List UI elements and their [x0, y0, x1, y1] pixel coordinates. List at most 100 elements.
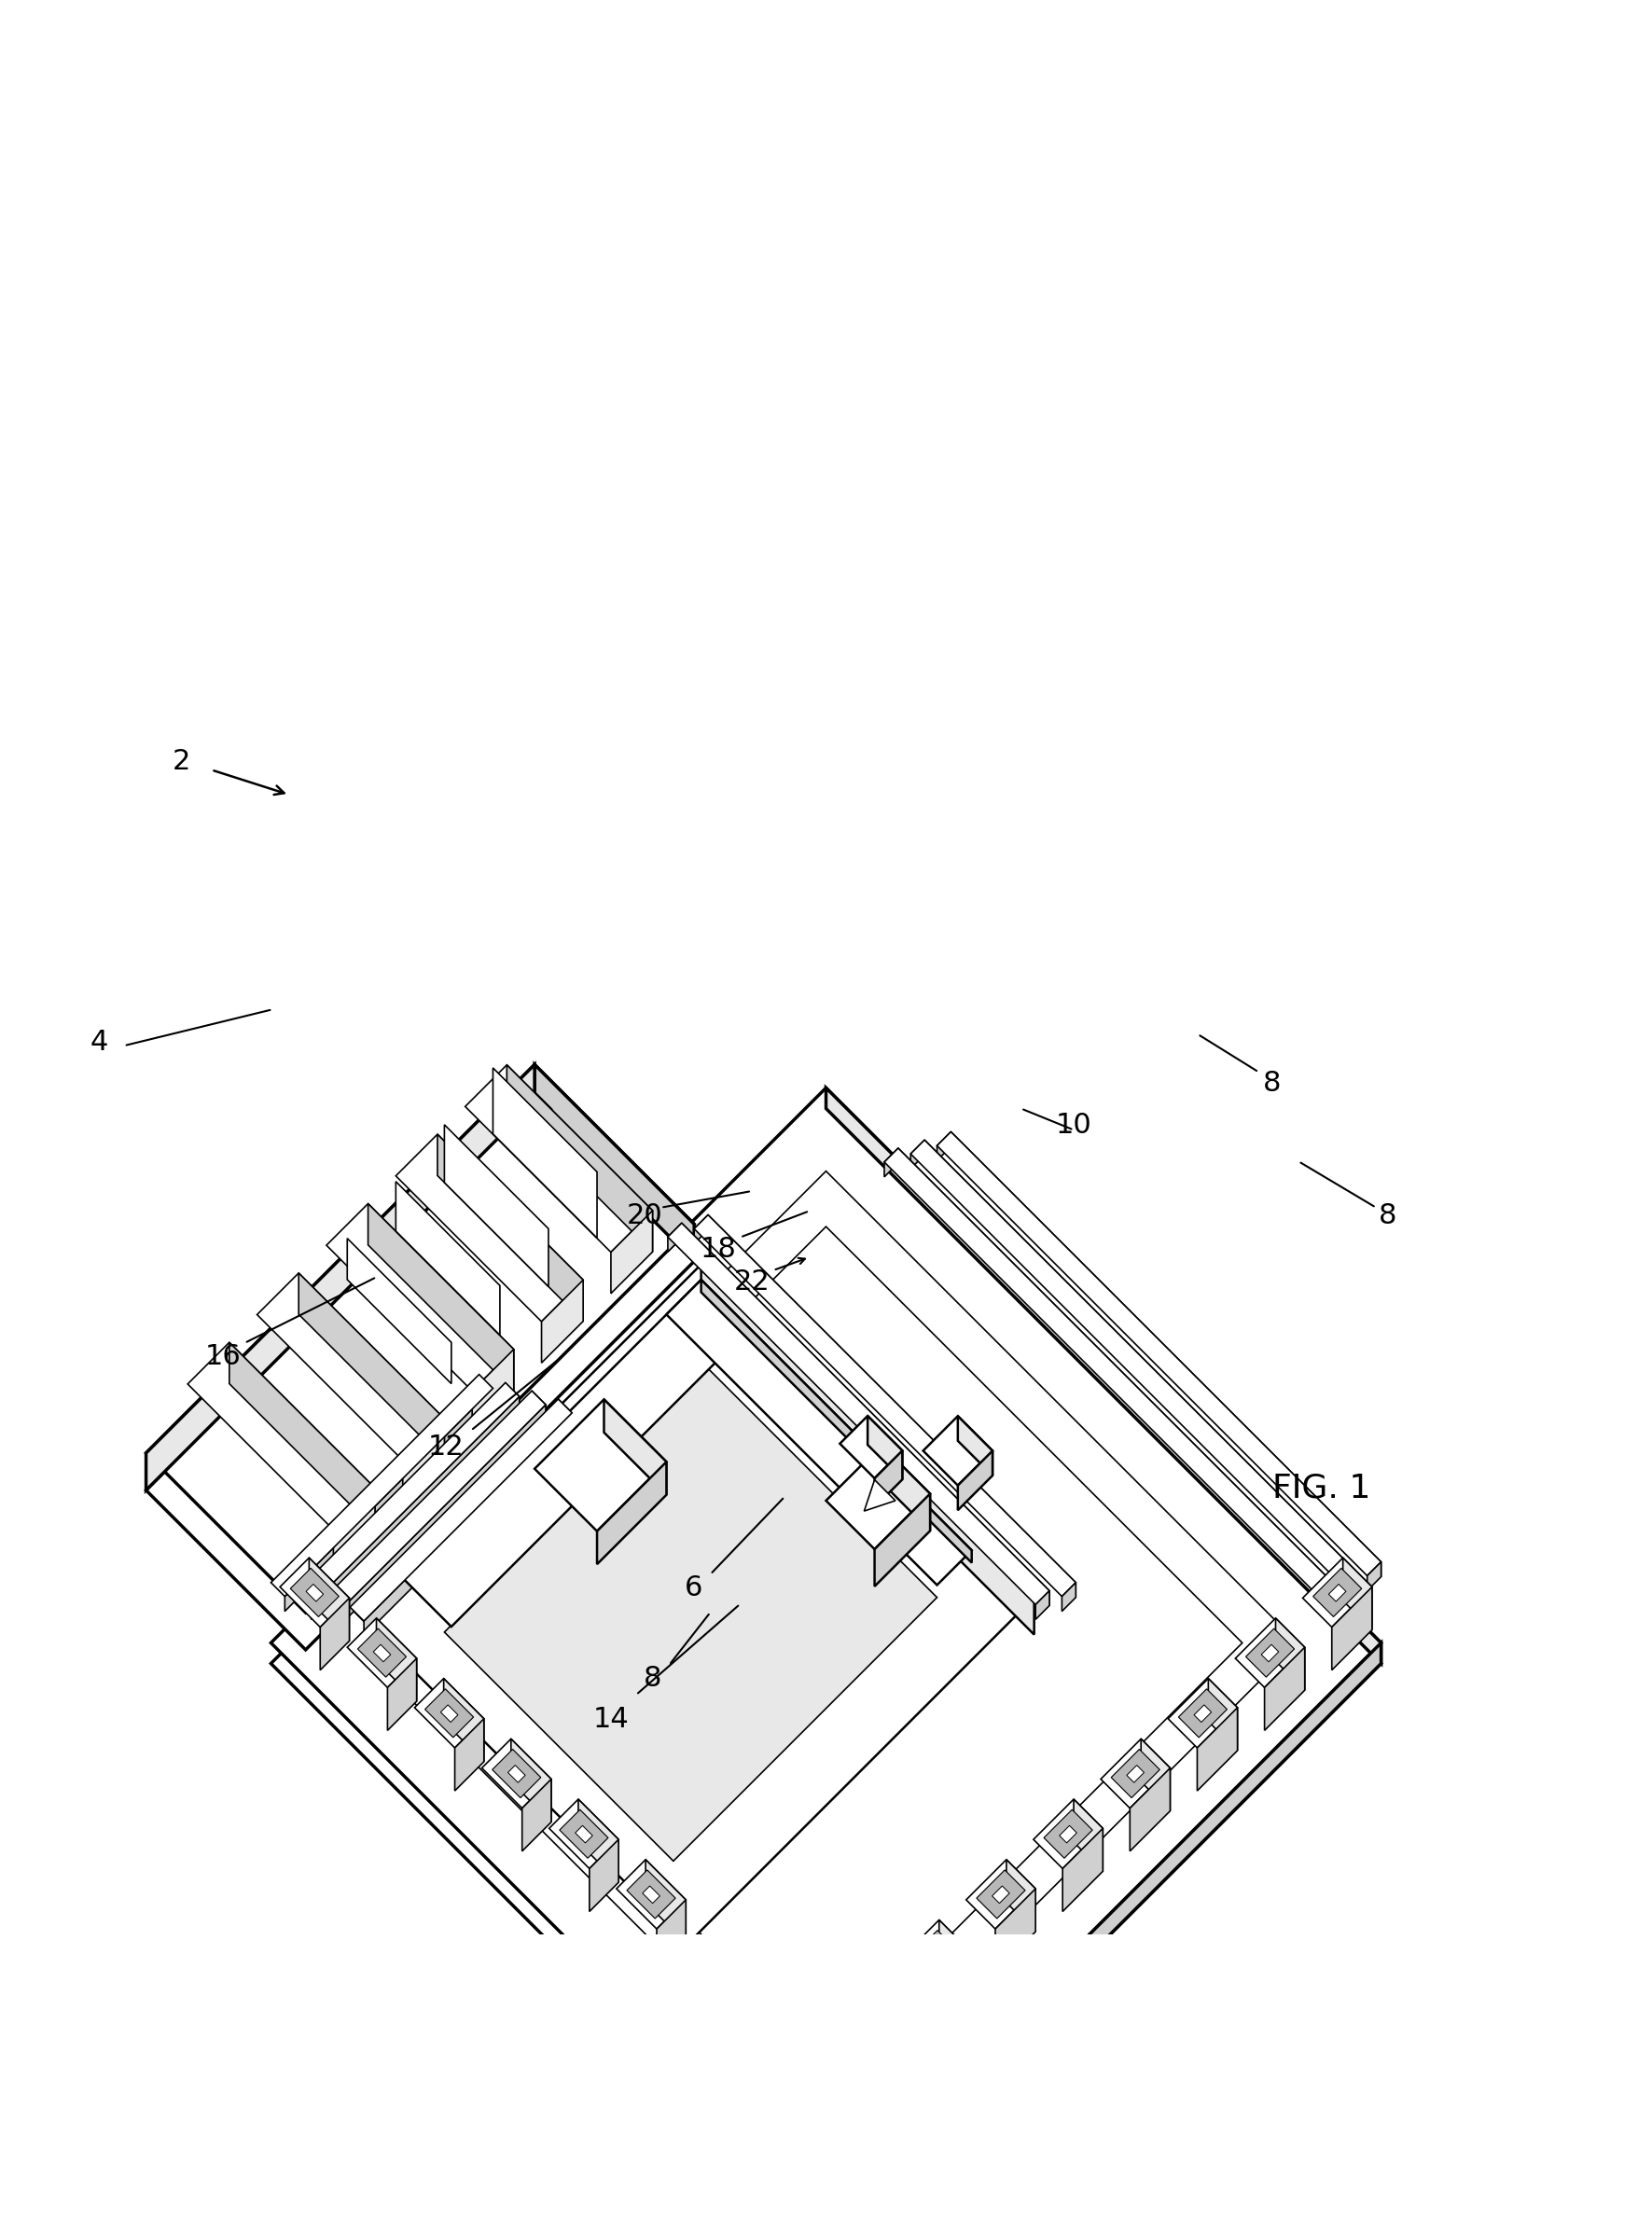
Polygon shape — [354, 1264, 1034, 1944]
Polygon shape — [700, 1279, 750, 1341]
Polygon shape — [1194, 1705, 1211, 1723]
Polygon shape — [1236, 1618, 1305, 1687]
Polygon shape — [1006, 1860, 1036, 1931]
Polygon shape — [575, 1825, 593, 1842]
Polygon shape — [1332, 1587, 1373, 1669]
Polygon shape — [910, 1140, 1355, 1583]
Polygon shape — [882, 1445, 930, 1532]
Polygon shape — [444, 1678, 484, 1763]
Polygon shape — [596, 1461, 666, 1565]
Polygon shape — [590, 1840, 618, 1911]
Polygon shape — [472, 1350, 514, 1432]
Polygon shape — [403, 1279, 750, 1627]
Polygon shape — [667, 1224, 1049, 1605]
Polygon shape — [482, 1738, 552, 1809]
Polygon shape — [284, 1388, 492, 1612]
Polygon shape — [884, 1148, 1328, 1592]
Polygon shape — [1246, 1629, 1294, 1676]
Polygon shape — [403, 1419, 444, 1501]
Text: 8: 8 — [1262, 1071, 1282, 1097]
Polygon shape — [857, 2006, 876, 2024]
Text: 8: 8 — [643, 1665, 662, 1692]
Polygon shape — [535, 1064, 694, 1261]
Polygon shape — [368, 1204, 514, 1390]
Polygon shape — [271, 1089, 1381, 2197]
Polygon shape — [700, 1279, 971, 1563]
Polygon shape — [657, 1900, 686, 1971]
Polygon shape — [327, 1204, 514, 1390]
Polygon shape — [357, 1629, 406, 1676]
Polygon shape — [861, 2009, 900, 2093]
Polygon shape — [1368, 1563, 1381, 1590]
Polygon shape — [337, 1406, 545, 1627]
Polygon shape — [700, 1264, 1034, 1634]
Polygon shape — [347, 1618, 416, 1687]
Polygon shape — [441, 1705, 458, 1723]
Polygon shape — [1044, 1809, 1092, 1858]
Polygon shape — [271, 1375, 492, 1596]
Polygon shape — [1262, 1645, 1279, 1663]
Polygon shape — [605, 1399, 666, 1494]
Polygon shape — [1074, 1800, 1104, 1871]
Polygon shape — [334, 1488, 375, 1572]
Polygon shape — [354, 1171, 1298, 2115]
Polygon shape — [320, 1598, 349, 1669]
Polygon shape — [444, 1368, 937, 1860]
Polygon shape — [1313, 1567, 1361, 1616]
Polygon shape — [1315, 1579, 1328, 1607]
Polygon shape — [966, 1860, 1036, 1929]
Polygon shape — [438, 1135, 583, 1321]
Polygon shape — [831, 1980, 900, 2051]
Polygon shape — [937, 1133, 952, 1159]
Polygon shape — [535, 1399, 666, 1532]
Polygon shape — [522, 1778, 552, 1851]
Polygon shape — [145, 1064, 694, 1612]
Polygon shape — [507, 1765, 525, 1782]
Text: 8: 8 — [1378, 1202, 1398, 1230]
Polygon shape — [188, 1344, 375, 1530]
Polygon shape — [1198, 1707, 1237, 1791]
Polygon shape — [1059, 1825, 1077, 1842]
Polygon shape — [709, 1215, 1075, 1598]
Text: 12: 12 — [428, 1434, 464, 1461]
Polygon shape — [560, 1809, 608, 1858]
Polygon shape — [324, 1390, 545, 1612]
Polygon shape — [466, 1064, 653, 1253]
Polygon shape — [1328, 1585, 1346, 1601]
Polygon shape — [976, 1869, 1026, 1918]
Polygon shape — [258, 1273, 444, 1461]
Polygon shape — [388, 1658, 416, 1731]
Polygon shape — [910, 1140, 925, 1168]
Polygon shape — [1036, 1592, 1049, 1618]
Polygon shape — [611, 1210, 653, 1293]
Text: 10: 10 — [1056, 1111, 1092, 1140]
Polygon shape — [667, 1224, 682, 1253]
Polygon shape — [867, 1417, 902, 1479]
Polygon shape — [299, 1273, 444, 1461]
Polygon shape — [666, 1279, 971, 1585]
Polygon shape — [311, 1397, 519, 1618]
Polygon shape — [558, 1399, 572, 1428]
Polygon shape — [843, 1991, 890, 2040]
Polygon shape — [510, 1738, 552, 1822]
Polygon shape — [958, 1450, 993, 1510]
Polygon shape — [694, 1215, 709, 1244]
Polygon shape — [826, 1089, 1381, 1663]
Polygon shape — [1341, 1570, 1355, 1598]
Polygon shape — [425, 1689, 474, 1738]
Polygon shape — [410, 1226, 1242, 2060]
Polygon shape — [1343, 1559, 1373, 1629]
Polygon shape — [578, 1800, 618, 1882]
Polygon shape — [1178, 1689, 1227, 1738]
Polygon shape — [377, 1618, 416, 1700]
Polygon shape — [899, 1920, 968, 1989]
Text: 20: 20 — [626, 1202, 662, 1230]
Polygon shape — [347, 1239, 451, 1383]
Polygon shape — [884, 1148, 899, 1177]
Polygon shape — [826, 1445, 930, 1550]
Polygon shape — [145, 1064, 535, 1490]
Polygon shape — [532, 1390, 545, 1419]
Text: FIG. 1: FIG. 1 — [1272, 1472, 1371, 1505]
Polygon shape — [1034, 1800, 1104, 1869]
Text: 2: 2 — [173, 747, 190, 776]
